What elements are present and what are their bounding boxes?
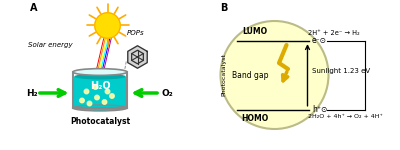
Text: B: B: [220, 3, 228, 13]
Text: e⁻⊙: e⁻⊙: [312, 36, 327, 45]
Circle shape: [102, 100, 107, 104]
Text: O₂: O₂: [162, 88, 173, 98]
Ellipse shape: [73, 105, 127, 111]
Circle shape: [110, 94, 114, 98]
Text: 2H₂O + 4h⁺ → O₂ + 4H⁺: 2H₂O + 4h⁺ → O₂ + 4H⁺: [308, 114, 382, 119]
Text: H₂: H₂: [26, 88, 38, 98]
Text: HOMO: HOMO: [241, 114, 269, 123]
Circle shape: [93, 85, 98, 89]
Circle shape: [220, 21, 328, 129]
Text: A: A: [30, 3, 37, 13]
Text: Photocatalyst: Photocatalyst: [70, 117, 130, 126]
Polygon shape: [128, 46, 147, 68]
Ellipse shape: [73, 69, 127, 75]
Text: Photocatalyst: Photocatalyst: [221, 54, 226, 96]
Circle shape: [87, 101, 92, 106]
Text: Band gap: Band gap: [232, 70, 269, 80]
Text: Solar energy: Solar energy: [28, 42, 73, 48]
Circle shape: [105, 89, 110, 94]
Circle shape: [80, 98, 84, 103]
Circle shape: [95, 13, 120, 38]
Text: Sunlight 1.23 eV: Sunlight 1.23 eV: [312, 68, 370, 74]
Text: h⁺⊙: h⁺⊙: [312, 105, 327, 114]
Text: 2H⁺ + 2e⁻ → H₂: 2H⁺ + 2e⁻ → H₂: [308, 30, 359, 36]
Text: LUMO: LUMO: [242, 27, 268, 36]
Circle shape: [95, 95, 99, 100]
Text: POPs: POPs: [127, 30, 145, 36]
Ellipse shape: [74, 74, 126, 80]
Text: H₂O: H₂O: [90, 81, 110, 90]
Circle shape: [84, 89, 89, 94]
Bar: [74, 76, 126, 108]
